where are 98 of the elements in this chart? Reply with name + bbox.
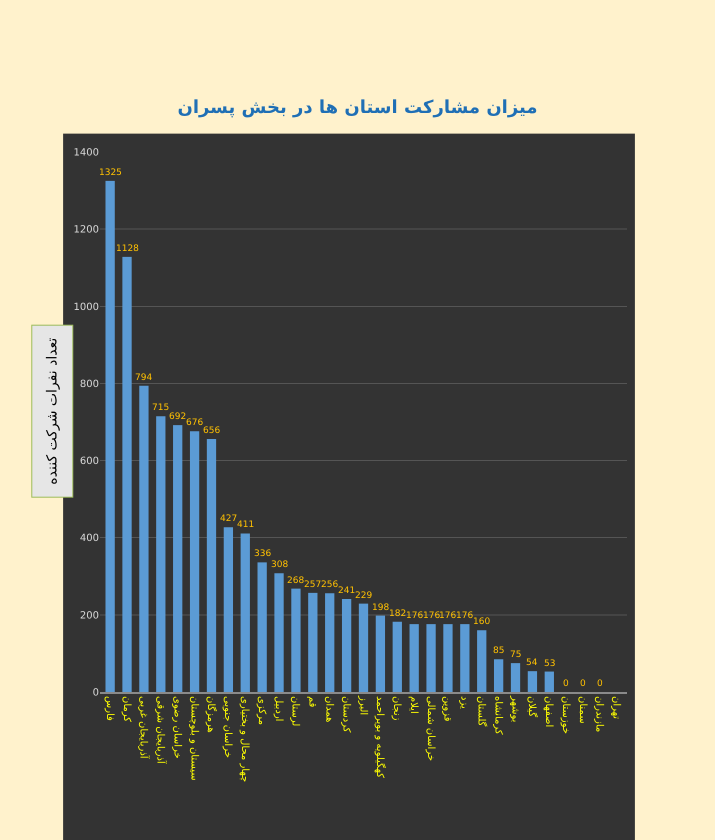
data-label: 176 [456,611,474,621]
y-tick-label: 1000 [74,302,99,313]
bar [156,416,166,692]
bar [426,624,436,692]
data-label: 241 [338,586,356,596]
data-label: 308 [271,560,288,570]
x-tick-label: مرکزی [256,696,267,725]
chart-title: میزان مشارکت استان ها در بخش پسران [177,96,538,118]
data-label: 53 [544,659,556,669]
x-tick-label: گیلان [526,696,538,718]
bar [224,527,234,692]
y-tick-label: 200 [80,610,99,622]
x-tick-label: سیستان و بلوچستان [188,696,200,781]
x-tick-label: سمنان [576,696,588,724]
x-tick-label: چهار محال و بختیاری [239,696,250,782]
data-label: 0 [597,679,603,689]
bar [325,593,334,692]
data-label: 198 [372,603,390,613]
bar [206,438,216,692]
x-tick-label: تهران [610,696,622,720]
data-label: 160 [473,617,490,627]
data-label: 176 [406,611,424,621]
bar [528,671,538,692]
data-label: 182 [389,609,406,619]
y-tick-label: 1400 [74,148,99,158]
data-label: 692 [169,412,186,422]
data-label: 176 [439,611,456,621]
x-tick-label: قزوین [442,696,453,722]
x-tick-label: لرستان [290,696,301,726]
bar [376,616,386,692]
y-tick-label: 400 [80,533,99,544]
data-label: 229 [355,591,372,601]
bar [105,180,115,692]
bar [139,386,149,692]
bar [494,659,504,692]
x-tick-label: خراسان رضوی [171,696,182,759]
bar [443,624,453,692]
x-tick-label: هرمزگان [205,696,218,733]
x-tick-label: البرز [357,695,368,716]
x-tick-label: آذربایجان غربی [138,696,151,760]
x-tick-label: آذربایجان شرقی [154,696,168,765]
bar [240,533,250,692]
bar [460,624,470,692]
x-tick-label: خراسان جنوبی [222,696,234,758]
bar [544,672,554,692]
data-label: 85 [493,646,504,656]
x-tick-label: خراسان شمالی [424,696,436,762]
x-tick-label: قم [306,696,318,708]
x-tick-label: اردبیل [272,696,284,722]
x-tick-label: یزد [458,696,470,709]
data-label: 0 [580,679,586,689]
data-label: 0 [563,679,569,689]
y-axis-title: تعداد نفرات شرکت کننده [44,338,60,485]
x-tick-label: کردستان [340,696,352,733]
y-tick-label: 1200 [74,224,99,236]
x-tick-label: اصفهان [543,696,554,728]
x-tick-label: همدان [323,696,334,722]
data-label: 1128 [116,244,140,254]
data-label: 54 [526,658,538,668]
data-label: 336 [254,549,272,559]
data-label: 676 [186,418,204,428]
x-tick-label: زنجان [391,696,402,721]
y-tick-label: 0 [92,688,99,698]
data-label: 411 [237,520,254,530]
x-tick-label: کرمان [120,696,132,722]
data-label: 794 [135,373,152,383]
data-label: 715 [152,403,170,413]
bar [477,630,486,692]
bar [173,425,182,692]
data-label: 1325 [99,168,122,178]
x-tick-label: کرمانشاه [492,696,504,735]
bar [392,622,402,692]
data-label: 257 [304,580,322,590]
data-label: 268 [287,576,304,586]
data-label: 256 [321,580,338,590]
data-label: 176 [423,611,440,621]
x-tick-label: خوزستان [560,696,571,734]
x-tick-label: مازندران [594,696,605,732]
y-tick-label: 800 [80,378,99,390]
bar [291,588,301,692]
bar [258,562,267,692]
bar [358,604,368,692]
data-label: 75 [510,650,522,660]
bar [274,573,284,692]
x-tick-label: فارس [104,696,115,722]
data-label: 427 [220,514,238,524]
bar [342,599,352,692]
x-tick-label: کهگیلویه و بویراحمد [374,696,386,778]
bar [190,431,200,692]
y-tick-label: 600 [80,456,99,468]
bar [410,624,419,692]
bar [122,256,132,692]
data-label: 656 [203,426,220,436]
x-tick-label: گلستان [475,696,488,727]
x-tick-label: ایلام [408,696,419,714]
x-tick-label: بوشهر [509,695,520,722]
bar [308,592,318,692]
bar [510,663,520,692]
